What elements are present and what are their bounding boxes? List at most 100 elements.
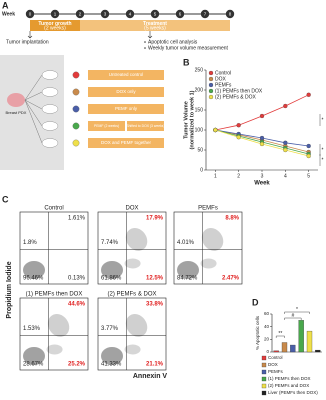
plot-title: (2) PEMFs & DOX [107,292,156,298]
cell-cluster [125,314,148,337]
point [283,103,288,109]
flow-plot: (1) PEMFs then DOX 1.53% 44.6% 28.67% 25.2% [19,292,89,371]
significance: * [296,307,298,313]
quadrant-percent: 28.67% [23,362,44,368]
group-dot [72,71,80,79]
week-number: 6 [179,11,182,16]
group-dot [72,105,80,113]
week-dot [175,9,185,19]
week-dot [75,9,85,19]
x-tick-label: 5 [307,173,310,179]
quadrant-percent: 1.8% [23,240,37,246]
tumor [7,93,25,107]
note: Weekly tumor volume measurement [148,45,229,51]
point [306,92,311,97]
y-tick-label: 150 [195,107,204,113]
quadrant-percent: 25.2% [68,362,86,368]
bar [273,350,279,353]
y-axis-label: (normalized to week 1) [189,90,195,149]
plot-title: Control [44,206,63,212]
bar [306,330,313,353]
y-tick-label: 50 [197,147,203,153]
y-tick-label: 60 [264,311,270,316]
quadrant-percent: 3.77% [101,326,119,332]
treatment-box [88,138,164,148]
legend-marker [208,88,214,94]
x-tick-label: 1 [214,173,217,179]
legend-label: DOX [215,76,227,82]
bracket [275,335,285,338]
legend-label: (1) PEMFs then DOX [268,376,311,381]
x-axis-label: Week [254,181,270,187]
legend-label: (2) PEMFs & DOX [215,94,257,100]
point [283,147,288,153]
quadrant-percent: 0.13% [68,276,86,282]
cell-cluster [201,228,224,251]
cell-cluster [46,344,63,355]
flow-plot: DOX 7.74% 17.9% 61.86% 12.5% [97,206,167,285]
connector [24,91,43,101]
quadrant-percent: 1.61% [68,216,86,222]
week-number: 2 [79,11,82,16]
x-tick-label: 2 [237,173,240,179]
mouse [41,121,59,131]
mouse [41,104,59,114]
week-dot [200,9,210,19]
quadrant-percent: 21.1% [146,362,164,368]
legend-marker [208,76,214,82]
phase-treatment-sub: (5 weeks) [144,25,166,31]
connector [24,99,43,144]
cell-cluster [101,261,123,279]
x-tick-label: 3 [261,173,264,179]
significance: * [322,147,324,153]
legend-swatch [261,362,267,368]
bracket [284,317,302,320]
significance: ** [278,331,282,337]
significance: * [322,157,324,163]
connector [24,74,43,101]
point [236,123,241,128]
quadrant-percent: 17.9% [146,216,164,222]
week-number: 4 [129,11,132,16]
flow-plot: (2) PEMFs & DOX 3.77% 33.8% 41.33% 21.1% [97,292,167,371]
quadrant-percent: 1.53% [23,326,41,332]
legend-label: Liver (PEMFs then DOX) [268,390,318,395]
point [259,113,265,119]
mouse [41,70,59,80]
treatment-label: DOX only [116,89,136,94]
legend-marker [208,94,214,100]
phase-treatment-label: Treatment [143,21,167,27]
plot-title: PEMFs [198,206,218,212]
flow-plot: PEMFs 4.01% 8.8% 84.72% 2.47% [173,206,243,285]
bar [298,320,304,353]
y-axis-label: % Apoptotic cells [255,315,260,350]
treatment-label: Untreated control [109,72,144,77]
legend-swatch [261,369,267,375]
panel-label: C [2,194,9,204]
cell-cluster [177,261,199,279]
legend-label: Control [268,355,283,360]
quadrant-percent: 84.72% [177,276,198,282]
y-tick-label: 200 [195,87,204,93]
legend-swatch [261,383,267,389]
legend-swatch [261,390,267,396]
cell-cluster [124,344,141,355]
treatment-label: Shifted to DOX (3 weeks) [126,124,164,128]
bar [281,342,288,353]
treatment-box [88,121,125,131]
week-number: 0 [29,11,32,16]
treatment-label: DOX and PEMF together [101,140,152,145]
bracket [284,311,310,314]
cell-cluster [47,314,70,337]
quadrant-percent: 7.74% [101,240,119,246]
x-tick-label: 4 [284,173,287,179]
plot-title: DOX [125,206,138,212]
cell-cluster [200,258,217,269]
cell-cluster [125,228,148,251]
point [259,135,265,141]
panel-label: D [252,297,259,307]
quadrant-percent: 12.5% [146,276,164,282]
quadrant-percent: 41.33% [101,362,122,368]
group-dot [72,122,80,130]
panel-label: A [2,0,9,10]
